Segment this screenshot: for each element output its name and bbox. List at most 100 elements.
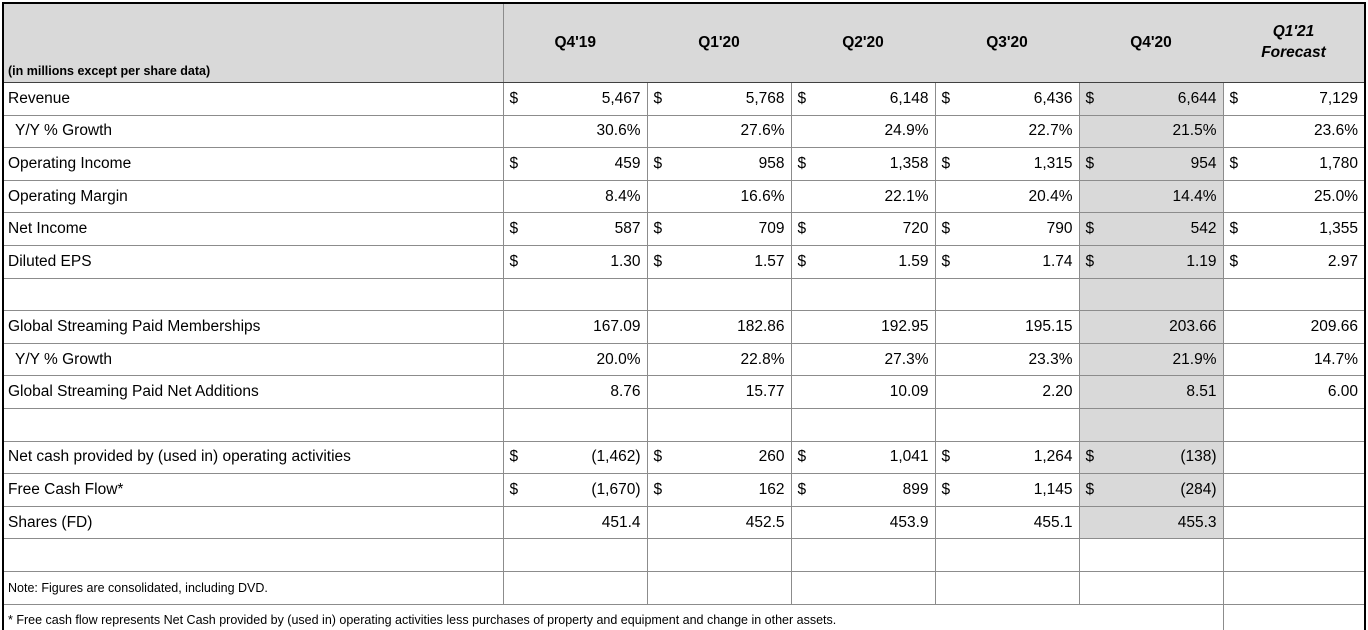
table-cell: $459	[502, 147, 648, 181]
cell-value: 1.74	[1042, 252, 1073, 270]
row-label: Diluted EPS	[2, 244, 504, 279]
column-header-q1-21-forecast: Q1'21 Forecast	[1223, 2, 1365, 83]
table-cell	[1222, 440, 1366, 475]
table-cell: 30.6%	[502, 114, 648, 149]
table-cell: $1,145	[934, 473, 1080, 507]
table-cell	[934, 570, 1080, 605]
cell-value: (1,670)	[591, 480, 641, 498]
table-cell	[790, 277, 936, 312]
row-label: Operating Margin	[2, 179, 504, 214]
table-cell: 455.1	[934, 505, 1080, 540]
table-row: Net Income $587 $709 $720 $790 $542 $1,355	[2, 212, 1366, 246]
currency-symbol: $	[1085, 220, 1095, 238]
table-cell	[1222, 277, 1366, 312]
table-cell	[790, 538, 936, 572]
row-label: Revenue	[2, 82, 504, 116]
table-cell: 20.0%	[502, 342, 648, 377]
currency-symbol: $	[941, 480, 951, 498]
forecast-header-line2: Forecast	[1261, 44, 1326, 61]
currency-symbol: $	[1085, 89, 1095, 107]
currency-symbol: $	[1229, 154, 1239, 172]
unit-note: (in millions except per share data)	[3, 2, 504, 83]
table-row: Global Streaming Paid Memberships 167.09 1…	[2, 310, 1366, 344]
cell-value: 720	[902, 220, 929, 238]
table-cell: 14.7%	[1222, 342, 1366, 377]
cell-value: 1,041	[889, 448, 929, 466]
table-row: Shares (FD) 451.4 452.5 453.9 455.1 455.3	[2, 505, 1366, 540]
cell-value: 7,129	[1319, 89, 1358, 107]
table-cell	[646, 277, 792, 312]
table-cell: $542	[1078, 212, 1224, 246]
currency-symbol: $	[1085, 480, 1095, 498]
currency-symbol: $	[797, 154, 807, 172]
currency-symbol: $	[653, 154, 663, 172]
cell-value: 459	[614, 154, 641, 172]
row-label: Global Streaming Paid Memberships	[2, 310, 504, 344]
cell-value: 1.59	[898, 252, 929, 270]
header-row: (in millions except per share data) Q4'1…	[3, 2, 1365, 83]
table-cell: 8.4%	[502, 179, 648, 214]
row-label: Free Cash Flow*	[2, 473, 504, 507]
row-label: Net cash provided by (used in) operating…	[2, 440, 504, 475]
currency-symbol: $	[1085, 154, 1095, 172]
currency-symbol: $	[797, 480, 807, 498]
table-cell: $720	[790, 212, 936, 246]
currency-symbol: $	[941, 220, 951, 238]
table-cell: $ (1,670)	[502, 473, 648, 507]
table-cell: 8.51	[1078, 375, 1224, 409]
cell-value: 542	[1190, 220, 1217, 238]
currency-symbol: $	[509, 448, 519, 466]
table-cell	[1222, 473, 1366, 507]
currency-symbol: $	[797, 448, 807, 466]
table-cell: 27.6%	[646, 114, 792, 149]
table-cell: $5,467	[502, 82, 648, 116]
table-cell: 203.66	[1078, 310, 1224, 344]
table-cell	[1222, 407, 1366, 442]
currency-symbol: $	[941, 448, 951, 466]
table-cell: 192.95	[790, 310, 936, 344]
table-cell	[646, 570, 792, 605]
table-cell: $6,436	[934, 82, 1080, 116]
table-cell	[1222, 603, 1366, 630]
table-cell	[502, 407, 648, 442]
table-cell	[502, 277, 648, 312]
table-cell: $790	[934, 212, 1080, 246]
currency-symbol: $	[653, 480, 663, 498]
table-cell: $1,780	[1222, 147, 1366, 181]
column-header-q2-20: Q2'20	[791, 2, 935, 83]
table-row	[2, 538, 1366, 572]
table-cell: 23.6%	[1222, 114, 1366, 149]
table-cell: 22.1%	[790, 179, 936, 214]
table-cell: $6,644	[1078, 82, 1224, 116]
table-cell: 20.4%	[934, 179, 1080, 214]
table-cell	[1078, 538, 1224, 572]
cell-value: 5,467	[601, 89, 641, 107]
table-cell	[934, 538, 1080, 572]
table-cell: 167.09	[502, 310, 648, 344]
cell-value: 6,644	[1177, 89, 1217, 107]
table-cell	[1078, 407, 1224, 442]
table-row: Revenue $5,467 $5,768 $6,148 $6,436 $6,644 $7,…	[2, 82, 1366, 116]
table-row: Note: Figures are consolidated, includin…	[2, 570, 1366, 605]
table-cell: $5,768	[646, 82, 792, 116]
note-cell: Note: Figures are consolidated, includin…	[2, 570, 504, 605]
currency-symbol: $	[1229, 220, 1239, 238]
table-cell: $162	[646, 473, 792, 507]
cell-value: (1,462)	[591, 448, 641, 466]
table-row: Y/Y % Growth 20.0% 22.8% 27.3% 23.3% 21.9% 14.…	[2, 342, 1366, 377]
cell-value: 5,768	[745, 89, 785, 107]
table-cell: 455.3	[1078, 505, 1224, 540]
cell-value: 958	[758, 154, 785, 172]
cell-value: 1.19	[1186, 252, 1217, 270]
cell-value: 1,780	[1319, 154, 1358, 172]
cell-value: 1.30	[610, 252, 641, 270]
table-row: Diluted EPS $1.30 $1.57 $1.59 $1.74 $1.19 $2.9…	[2, 244, 1366, 279]
table-row	[2, 277, 1366, 312]
currency-symbol: $	[797, 89, 807, 107]
table-cell: 452.5	[646, 505, 792, 540]
forecast-header-line1: Q1'21	[1272, 23, 1315, 41]
table-cell: $ (1,462)	[502, 440, 648, 475]
table-cell	[1078, 277, 1224, 312]
table-cell: 195.15	[934, 310, 1080, 344]
